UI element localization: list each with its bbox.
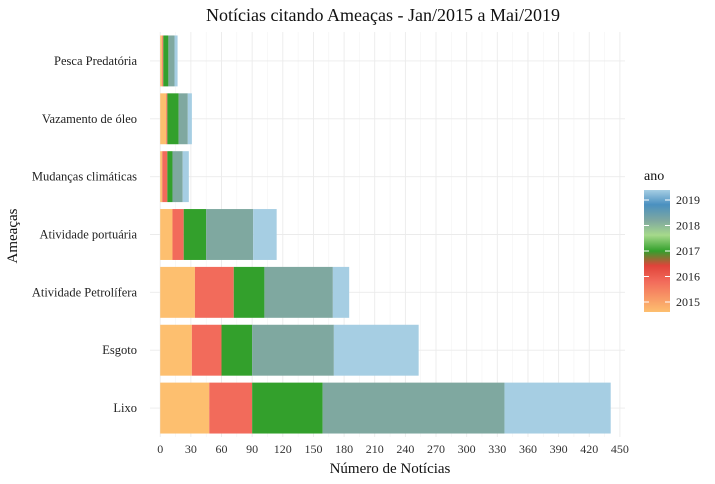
bar-segment-2015 <box>160 35 163 87</box>
bar-segment-2019 <box>182 151 189 203</box>
bar-segment-2017 <box>167 151 173 203</box>
bar-segment-2017 <box>221 324 253 376</box>
bar-segment-2019 <box>504 382 611 434</box>
legend-ticks: 2019 2018 2017 2016 2015 <box>644 193 700 309</box>
legend-label: 2017 <box>676 244 700 258</box>
bar-segment-2018 <box>322 382 505 434</box>
category-label: Atividade portuária <box>39 228 137 242</box>
bar-segment-2018 <box>178 93 188 145</box>
x-tick-label: 0 <box>157 442 163 456</box>
x-tick-label: 30 <box>185 442 197 456</box>
bar-segment-2019 <box>332 266 350 318</box>
bar-segment-2019 <box>174 35 178 87</box>
bar-segment-2018 <box>206 209 254 260</box>
bar-segment-2015 <box>160 209 173 260</box>
bar-segment-2017 <box>183 209 207 260</box>
x-tick-label: 60 <box>216 442 228 456</box>
bar-segment-2019 <box>187 93 192 145</box>
bar-segment-2019 <box>333 324 419 376</box>
x-tick-label: 180 <box>335 442 353 456</box>
x-tick-label: 120 <box>274 442 292 456</box>
bar-segment-2019 <box>253 209 277 260</box>
x-tick-label: 270 <box>427 442 445 456</box>
bar-segment-2016 <box>172 209 184 260</box>
bar-segment-2016 <box>209 382 253 434</box>
legend-title: ano <box>644 169 664 184</box>
bar-segment-2017 <box>163 35 169 87</box>
category-label: Mudanças climáticas <box>32 170 137 184</box>
legend-label: 2016 <box>676 270 700 284</box>
axis-layer: 0 30 60 90 120 150 180 210 240 270 300 330 360 390 420… <box>32 54 629 456</box>
category-label: Atividade Petrolífera <box>32 285 138 299</box>
bar-segment-2015 <box>160 266 195 318</box>
bar-segment-2015 <box>160 93 167 145</box>
x-tick-label: 330 <box>488 442 506 456</box>
x-tick-label: 210 <box>366 442 384 456</box>
category-label: Pesca Predatória <box>54 54 137 68</box>
bar-segment-2017 <box>233 266 265 318</box>
category-label: Vazamento de óleo <box>42 112 137 126</box>
legend-label: 2015 <box>676 295 700 309</box>
x-axis-title: Número de Notícias <box>330 461 451 477</box>
y-axis-title: Ameaças <box>5 208 21 263</box>
x-tick-label: 360 <box>519 442 537 456</box>
x-tick-label: 450 <box>611 442 629 456</box>
bar-segment-2016 <box>194 266 234 318</box>
legend-label: 2018 <box>676 219 700 233</box>
x-tick-label: 90 <box>246 442 258 456</box>
bar-layer <box>160 35 611 434</box>
chart-title: Notícias citando Ameaças - Jan/2015 a Ma… <box>206 5 560 25</box>
x-tick-label: 150 <box>304 442 322 456</box>
x-tick-label: 420 <box>580 442 598 456</box>
x-tick-label: 300 <box>458 442 476 456</box>
bar-segment-2017 <box>252 382 323 434</box>
legend-label: 2019 <box>676 193 700 207</box>
bar-segment-2016 <box>162 151 168 203</box>
bar-segment-2016 <box>162 35 164 87</box>
bar-segment-2016 <box>191 324 222 376</box>
bar-segment-2017 <box>167 93 179 145</box>
x-tick-label: 240 <box>396 442 414 456</box>
legend: ano 2019 2018 2017 2016 2015 <box>644 169 700 312</box>
x-tick-label: 390 <box>550 442 568 456</box>
bar-segment-2015 <box>160 324 192 376</box>
bar-segment-2016 <box>166 93 168 145</box>
bar-segment-2018 <box>172 151 183 203</box>
bar-segment-2018 <box>264 266 333 318</box>
bar-segment-2018 <box>252 324 334 376</box>
bar-segment-2015 <box>160 151 163 203</box>
category-label: Esgoto <box>102 343 137 357</box>
bar-segment-2015 <box>160 382 210 434</box>
bar-segment-2018 <box>168 35 175 87</box>
category-label: Lixo <box>113 401 137 415</box>
